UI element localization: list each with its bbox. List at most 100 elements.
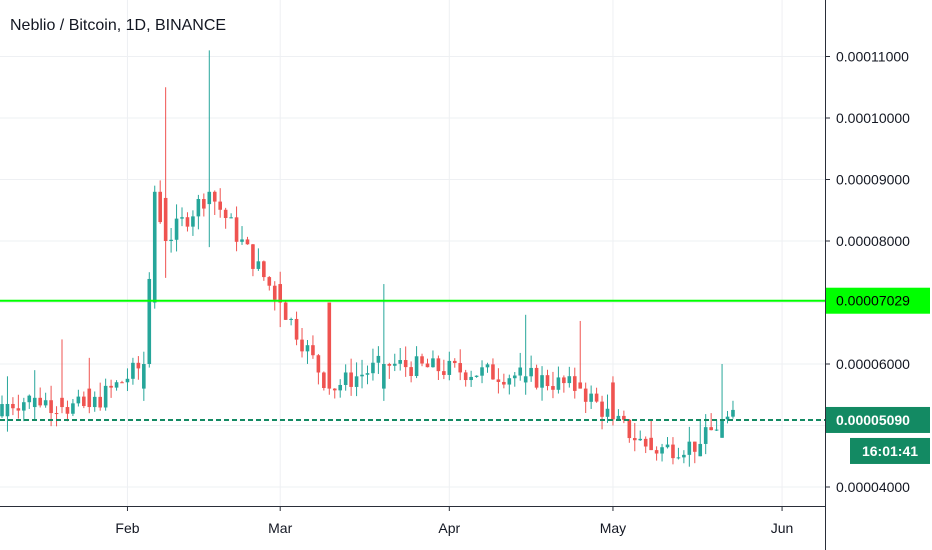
candle-body [11,403,15,409]
candle-body [87,388,92,408]
candle-body [360,374,364,377]
candle-body [502,381,506,385]
candle-body [616,415,621,420]
candle-body [425,363,430,368]
candle-body [174,218,179,240]
candle-body [692,441,697,452]
candle-body [338,384,343,391]
candle-body [98,396,102,408]
candle-body [731,409,735,417]
candle-body [458,363,463,373]
candle-body [654,450,659,454]
candle-body [196,198,201,217]
candle-body [294,318,299,340]
last-price-label: 0.00005090 [836,412,910,428]
candle-body [671,444,675,459]
candle-body [507,378,512,385]
candle-body [442,371,446,375]
candle-body [529,367,533,377]
candle-body [436,358,441,372]
candle-body [202,198,206,209]
candle-body [32,397,37,408]
candle-body [420,356,424,364]
candle-body [136,362,141,369]
candle-body [605,408,610,417]
candle-body [71,403,75,414]
x-tick-label: Feb [115,520,139,536]
candle-body [611,382,615,420]
candle-body [229,217,233,219]
candle-body [267,277,272,286]
x-tick-label: Mar [268,520,292,536]
candle-body [207,191,212,205]
candle-body [43,400,48,406]
candle-body [387,364,392,366]
candle-body [643,438,648,447]
hline-price-label: 0.00007029 [836,293,910,309]
candle-body [316,355,321,373]
candle-body [572,376,577,391]
candle-body [131,362,135,379]
candle-body [512,375,517,379]
axis-divider [825,0,826,550]
candle-body [589,393,593,402]
last-price-tag [826,406,930,433]
time-axis[interactable]: Feb Mar Apr May Jun [115,506,793,536]
candle-body [414,356,419,377]
candle-body [703,427,708,444]
candle-body [109,385,113,388]
candle-body [92,396,97,408]
candle-body [463,372,468,381]
candle-body [16,408,21,411]
chart-title: Neblio / Bitcoin, 1D, BINANCE [10,17,227,34]
candle-body [392,363,397,366]
candle-body [665,444,670,448]
candle-body [103,385,108,408]
candle-body [567,376,572,384]
candle-body [158,191,162,223]
candle-body [54,413,59,415]
candle-body [27,395,32,403]
candle-body [305,345,310,352]
candle-body [660,447,664,454]
candle-body [120,382,124,384]
candle-body [142,364,146,389]
x-tick-label: Jun [771,520,794,536]
candle-body [523,376,528,383]
candle-body [365,373,370,375]
candle-body [114,382,119,388]
time-axis-divider [0,506,825,507]
candle-body [289,318,293,320]
candle-body [278,284,283,303]
candle-body [714,429,719,431]
candle-body [594,393,599,402]
candle-body [382,364,386,389]
candle-body [551,386,555,390]
candle-body [720,419,724,438]
candle-body [5,403,10,417]
candle-body [251,244,255,269]
price-lines[interactable] [0,299,825,421]
countdown-tag [850,437,930,464]
candle-body [518,367,523,376]
candle-body [638,438,643,441]
candle-body [283,302,288,320]
candle-body [191,216,195,227]
candle-body [491,364,495,380]
candle-body [311,345,315,356]
y-tick-label: 0.00011000 [836,49,909,65]
candle-body [0,404,4,417]
candle-body [343,372,348,385]
candle-body [169,239,173,241]
candle-body [469,376,473,381]
candle-body [332,388,337,391]
candle-body [676,457,681,459]
candle-body [60,397,64,408]
candles[interactable] [0,50,735,467]
candle-body [698,443,703,457]
candle-body [687,441,692,455]
candle-body [622,415,626,420]
candle-body [262,261,266,278]
candle-body [452,360,457,364]
